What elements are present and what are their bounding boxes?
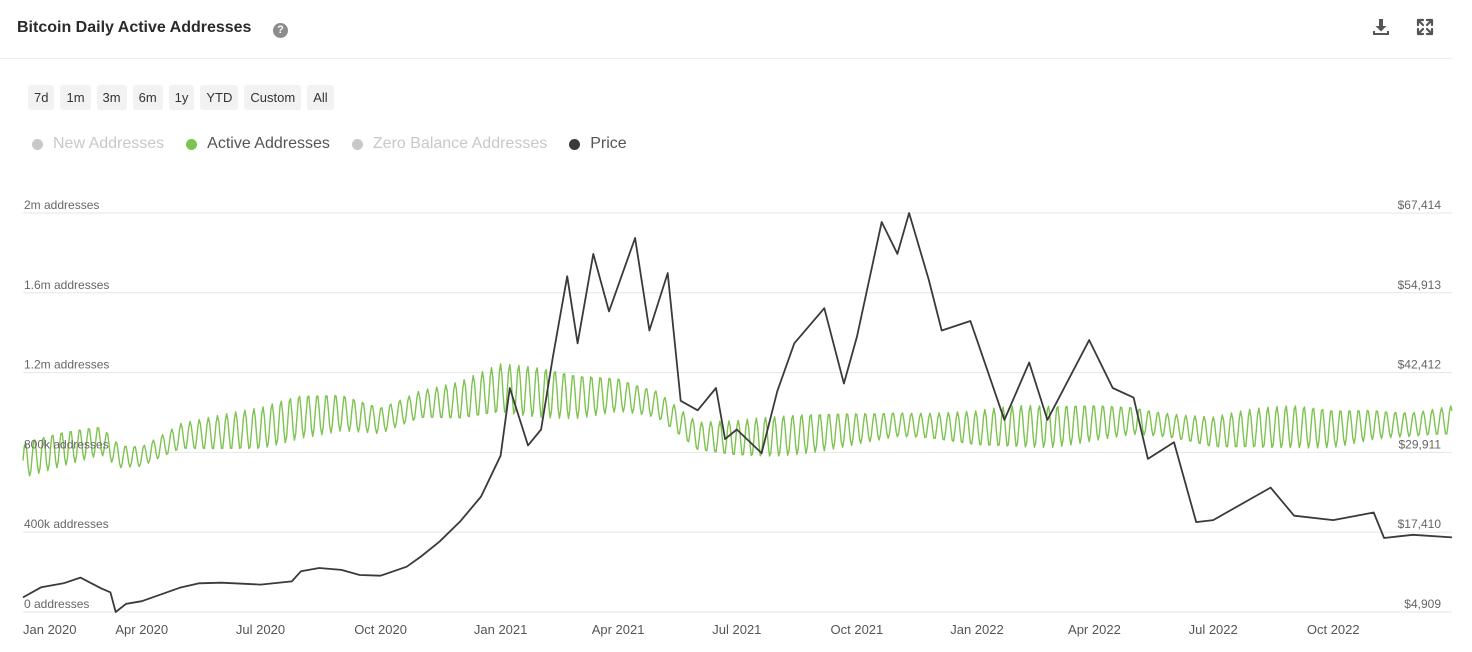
legend-label: New Addresses — [53, 135, 165, 152]
y-axis-right-tick-label: $67,414 — [1398, 198, 1442, 212]
y-axis-left-tick-label: 1.2m addresses — [24, 358, 109, 372]
question-circle-icon[interactable]: ? — [273, 23, 288, 38]
x-axis-tick-label: Apr 2022 — [1068, 622, 1121, 637]
chart-title: Bitcoin Daily Active Addresses — [17, 19, 252, 36]
legend-dot — [351, 138, 363, 150]
legend-item-zero-balance-addresses[interactable]: Zero Balance Addresses — [351, 135, 548, 153]
y-axis-right-tick-label: $54,913 — [1398, 278, 1442, 292]
y-axis-left-tick-label: 1.6m addresses — [24, 278, 109, 292]
chart-series — [22, 212, 1453, 613]
range-3m-button[interactable]: 3m — [96, 85, 127, 110]
legend-item-new-addresses[interactable]: New Addresses — [32, 135, 164, 153]
expand-icon[interactable] — [1414, 16, 1436, 38]
y-axis-left-tick-label: 0 addresses — [24, 597, 89, 611]
y-axis-left-tick-label: 2m addresses — [24, 198, 99, 212]
legend-item-price[interactable]: Price — [569, 135, 627, 153]
chart-header: Bitcoin Daily Active Addresses ? — [0, 0, 1452, 59]
legend-label: Zero Balance Addresses — [372, 135, 548, 152]
y-axis-left-tick-label: 400k addresses — [24, 517, 109, 531]
download-icon[interactable] — [1370, 16, 1392, 38]
legend-label: Active Addresses — [207, 135, 330, 152]
series-line-active-addresses — [22, 363, 1453, 477]
range-custom-button[interactable]: Custom — [244, 85, 302, 110]
x-axis-tick-label: Apr 2021 — [592, 622, 645, 637]
y-axis-right-tick-label: $29,911 — [1399, 437, 1442, 451]
range-6m-button[interactable]: 6m — [132, 85, 163, 110]
range-1m-button[interactable]: 1m — [60, 85, 91, 110]
range-ytd-button[interactable]: YTD — [200, 85, 239, 110]
series-line-price — [22, 212, 1453, 613]
x-axis-tick-label: Apr 2020 — [115, 622, 168, 637]
y-axis-right-tick-label: $4,909 — [1404, 597, 1441, 611]
y-axis-right-tick-label: $17,410 — [1398, 517, 1442, 531]
time-range-selector: 7d 1m 3m 6m 1y YTD Custom All — [28, 85, 334, 110]
x-axis-tick-label: Jul 2020 — [236, 622, 285, 637]
y-axis-right-tick-label: $42,412 — [1398, 358, 1442, 372]
x-axis-tick-label: Oct 2022 — [1307, 622, 1360, 637]
legend-dot — [32, 138, 43, 150]
legend-item-active-addresses[interactable]: Active Addresses — [186, 135, 330, 153]
x-axis-tick-label: Oct 2020 — [354, 622, 407, 637]
x-axis-tick-label: Jul 2022 — [1189, 622, 1238, 637]
legend-label: Price — [590, 135, 627, 152]
chart-legend: New Addresses Active Addresses Zero Bala… — [32, 135, 649, 153]
chart-axis-labels: 0 addresses $4,909 400k addresses $17,410 80… — [23, 198, 1441, 637]
x-axis-tick-label: Jan 2020 — [23, 622, 77, 637]
x-axis-tick-label: Jan 2021 — [474, 622, 528, 637]
range-1y-button[interactable]: 1y — [168, 85, 195, 110]
x-axis-tick-label: Jul 2021 — [712, 622, 761, 637]
y-axis-left-tick-label: 800k addresses — [24, 437, 109, 451]
legend-dot — [186, 138, 198, 150]
range-all-button[interactable]: All — [307, 85, 334, 110]
chart-grid — [23, 212, 1452, 613]
range-7d-button[interactable]: 7d — [28, 85, 55, 110]
x-axis-tick-label: Oct 2021 — [831, 622, 884, 637]
legend-dot — [569, 138, 581, 150]
x-axis-tick-label: Jan 2022 — [950, 622, 1004, 637]
